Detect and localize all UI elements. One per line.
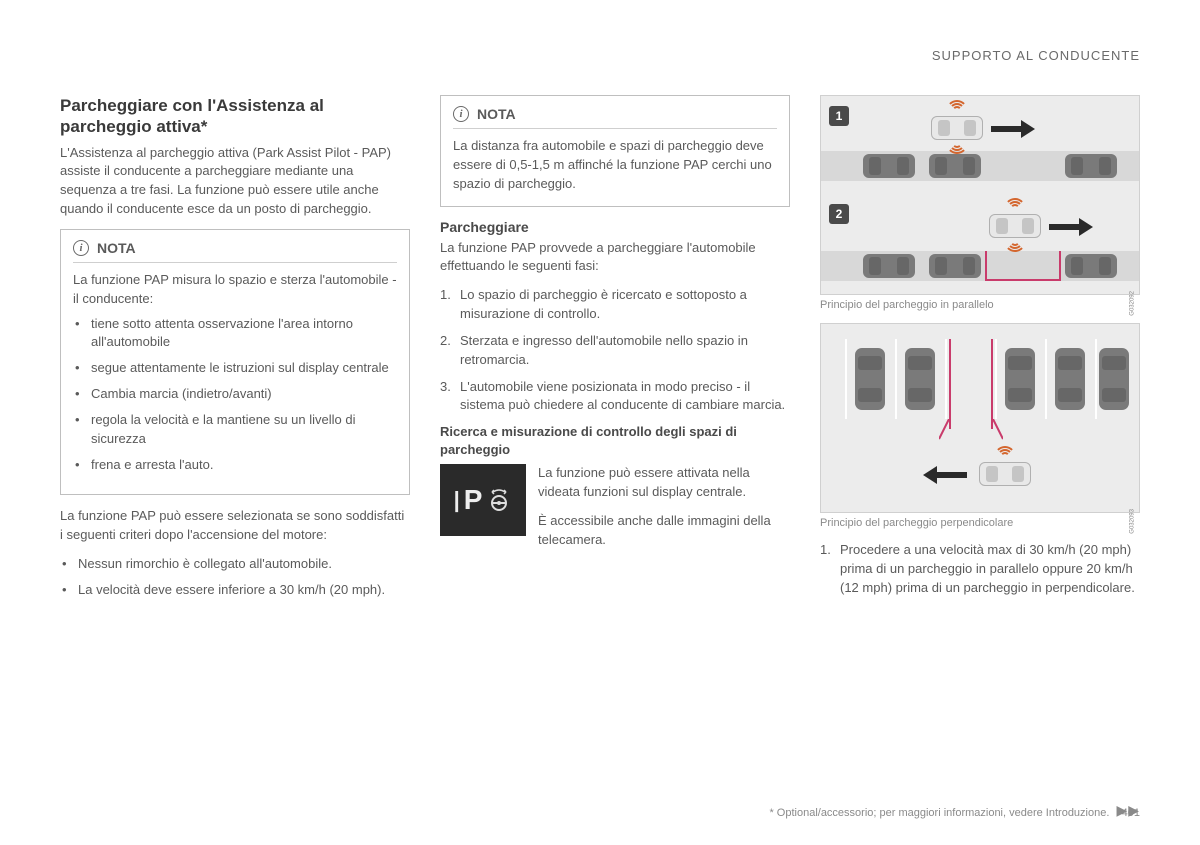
perpendicular-parking-diagram: G032093 [820,323,1140,513]
footer-note-row: * Optional/accessorio; per maggiori info… [769,807,1140,819]
list-item: frena e arresta l'auto. [91,456,397,474]
optional-note: * Optional/accessorio; per maggiori info… [769,807,1109,819]
page-number: 401 [1122,807,1140,819]
below-nota-text: La funzione PAP può essere selezionata s… [60,507,410,545]
section-header: SUPPORTO AL CONDUCENTE [932,48,1140,63]
list-item: regola la velocità e la mantiene su un l… [91,411,397,447]
list-item: Lo spazio di parcheggio è ricercato e so… [460,286,790,324]
intro-paragraph: L'Assistenza al parcheggio attiva (Park … [60,144,410,219]
caption-perpendicular: Principio del parcheggio perpendicolare [820,517,1140,529]
nota-box-2: i NOTA La distanza fra automobile e spaz… [440,95,790,207]
gcode-label: G032093 [1130,509,1136,534]
list-item: tiene sotto attenta osservazione l'area … [91,315,397,351]
info-icon: i [73,240,89,256]
nota-label: NOTA [97,240,136,256]
step-badge-2: 2 [829,204,849,224]
list-item: segue attentamente le istruzioni sul dis… [91,359,397,377]
criteria-bullets: Nessun rimorchio è collegato all'automob… [60,555,410,599]
icon-text-row: | P La funzione può essere attivata nell… [440,464,790,549]
nota-header: i NOTA [453,106,777,129]
nota-header: i NOTA [73,240,397,263]
park-assist-icon: | P [440,464,526,536]
nota-label: NOTA [477,106,516,122]
list-item: Nessun rimorchio è collegato all'automob… [78,555,410,573]
column-2: i NOTA La distanza fra automobile e spaz… [440,95,790,607]
parallel-parking-diagram: 1 2 G032092 [820,95,1140,295]
col3-steps-list: Procedere a una velocità max di 30 km/h … [820,541,1140,598]
nota-lead: La funzione PAP misura lo spazio e sterz… [73,271,397,309]
sub2-text2: È accessibile anche dalle immagini della… [538,512,790,550]
list-item: La velocità deve essere inferiore a 30 k… [78,581,410,599]
info-icon: i [453,106,469,122]
list-item: Sterzata e ingresso dell'automobile nell… [460,332,790,370]
list-item: Cambia marcia (indietro/avanti) [91,385,397,403]
caption-parallel: Principio del parcheggio in parallelo [820,299,1140,311]
step-badge-1: 1 [829,106,849,126]
nota-bullets: tiene sotto attenta osservazione l'area … [73,315,397,474]
list-item: L'automobile viene posizionata in modo p… [460,378,790,416]
column-1: Parcheggiare con l'Assistenza al parcheg… [60,95,410,607]
subheading-ricerca: Ricerca e misurazione di controllo degli… [440,423,790,458]
icon-side-text: La funzione può essere attivata nella vi… [538,464,790,549]
sub2-text1: La funzione può essere attivata nella vi… [538,464,790,502]
column-3: 1 2 G032092 Principio del parch [820,95,1140,607]
phases-list: Lo spazio di parcheggio è ricercato e so… [440,286,790,415]
gcode-label: G032092 [1130,291,1136,316]
subheading-parcheggiare: Parcheggiare [440,219,790,235]
sub1-text: La funzione PAP provvede a parcheggiare … [440,239,790,277]
three-column-layout: Parcheggiare con l'Assistenza al parcheg… [60,95,1140,607]
nota-text: La distanza fra automobile e spazi di pa… [453,137,777,194]
steering-wheel-icon [486,487,512,513]
park-p-letter: P [464,484,483,516]
list-item: Procedere a una velocità max di 30 km/h … [840,541,1140,598]
main-title: Parcheggiare con l'Assistenza al parcheg… [60,95,410,138]
nota-box-1: i NOTA La funzione PAP misura lo spazio … [60,229,410,495]
